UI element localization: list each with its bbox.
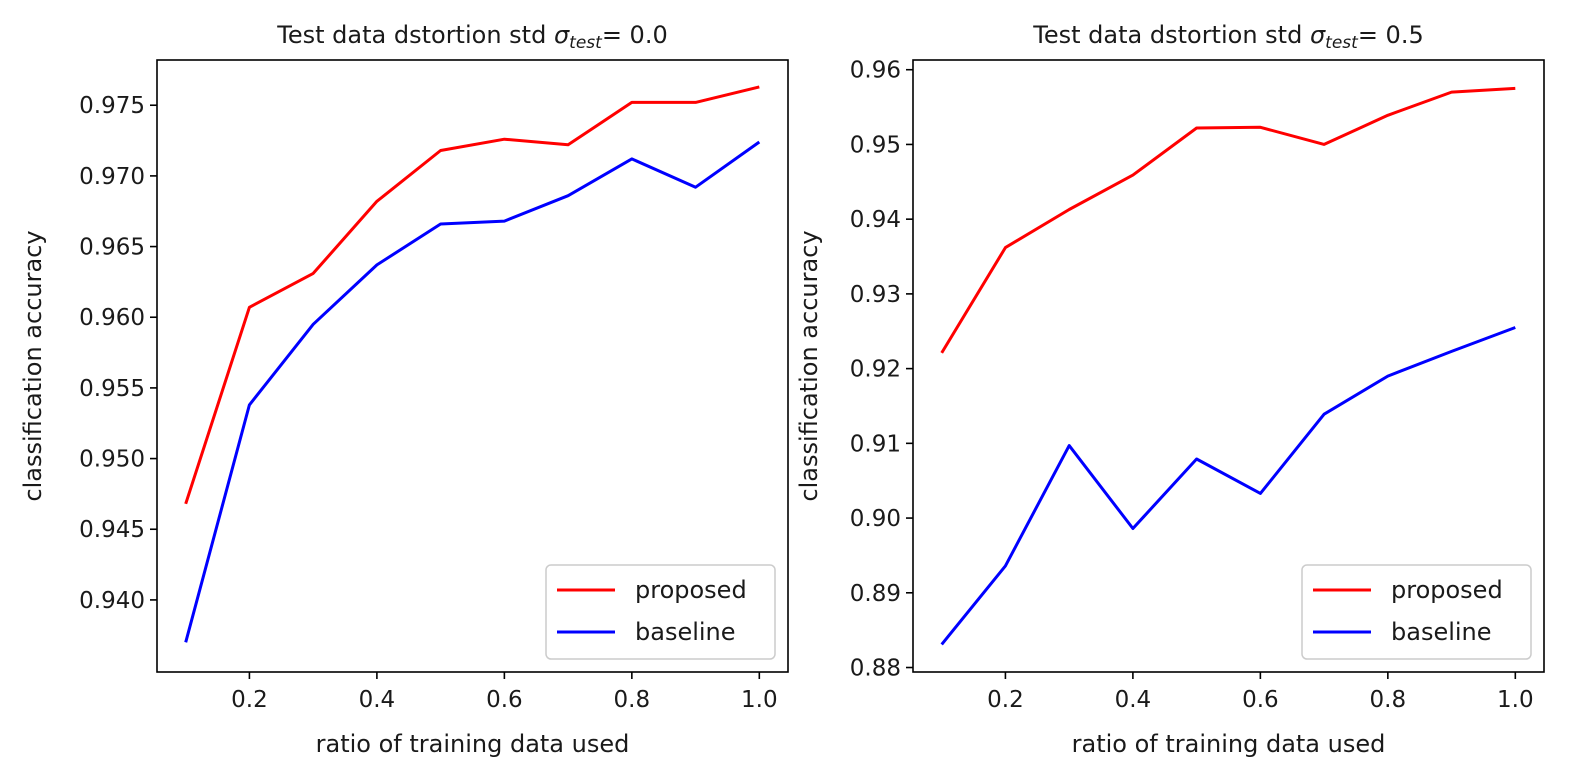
title-suffix: = 0.5 [1358, 21, 1424, 49]
title-subscript: test [1325, 33, 1359, 53]
axes-frame [912, 59, 1545, 673]
title-prefix: Test data dstortion std [276, 21, 554, 49]
legend-label-proposed: proposed [1391, 576, 1503, 604]
legend: proposed baseline [545, 564, 776, 660]
x-tick-label: 0.4 [359, 687, 396, 713]
series-line-proposed [184, 85, 760, 505]
y-tick-label: 0.92 [850, 357, 901, 383]
title-sigma: σ [554, 21, 570, 49]
chart-panel-2: Test data dstortion std σtest= 0.5 0.2 0.4… [795, 21, 1545, 758]
x-tick-label: 1.0 [1497, 687, 1534, 713]
series-line-baseline [940, 326, 1516, 646]
x-tick-label: 0.8 [1370, 687, 1407, 713]
y-tick-label: 0.950 [79, 447, 145, 473]
x-tick-label: 0.2 [231, 687, 268, 713]
y-axis-label: classification accuracy [19, 230, 47, 501]
y-tick-label: 0.88 [850, 656, 901, 682]
x-tick-label: 0.6 [1242, 687, 1279, 713]
title-subscript: test [569, 33, 603, 53]
y-tick-label: 0.90 [850, 506, 901, 532]
chart-title: Test data dstortion std σtest= 0.0 [276, 21, 667, 53]
x-tick-label: 0.8 [614, 687, 651, 713]
y-tick-label: 0.94 [850, 207, 901, 233]
y-tick-label: 0.945 [79, 517, 145, 543]
y-tick-label: 0.96 [850, 58, 901, 84]
title-sigma: σ [1310, 21, 1326, 49]
y-tick-label: 0.940 [79, 588, 145, 614]
y-tick-label: 0.95 [850, 132, 901, 158]
title-prefix: Test data dstortion std [1032, 21, 1310, 49]
y-tick-label: 0.91 [850, 431, 901, 457]
y-tick-label: 0.970 [79, 164, 145, 190]
title-suffix: = 0.0 [602, 21, 668, 49]
y-tick-label: 0.93 [850, 282, 901, 308]
x-tick-label: 0.2 [987, 687, 1024, 713]
legend: proposed baseline [1301, 564, 1532, 660]
axes-frame [156, 59, 789, 673]
legend-label-baseline: baseline [635, 618, 736, 646]
legend-label-baseline: baseline [1391, 618, 1492, 646]
legend-label-proposed: proposed [635, 576, 747, 604]
x-axis-label: ratio of training data used [1072, 730, 1386, 758]
series-line-proposed [940, 86, 1516, 354]
y-tick-label: 0.89 [850, 581, 901, 607]
y-tick-label: 0.955 [79, 376, 145, 402]
y-tick-label: 0.975 [79, 93, 145, 119]
x-tick-label: 0.4 [1115, 687, 1152, 713]
y-axis-label: classification accuracy [795, 230, 823, 501]
y-tick-label: 0.960 [79, 305, 145, 331]
x-tick-label: 0.6 [486, 687, 523, 713]
chart-panel-1: Test data dstortion std σtest= 0.0 0.2 0.4… [19, 21, 789, 758]
x-axis-label: ratio of training data used [316, 730, 630, 758]
chart-title: Test data dstortion std σtest= 0.5 [1032, 21, 1423, 53]
y-tick-label: 0.965 [79, 235, 145, 261]
x-tick-label: 1.0 [741, 687, 778, 713]
series-line-baseline [184, 140, 761, 643]
